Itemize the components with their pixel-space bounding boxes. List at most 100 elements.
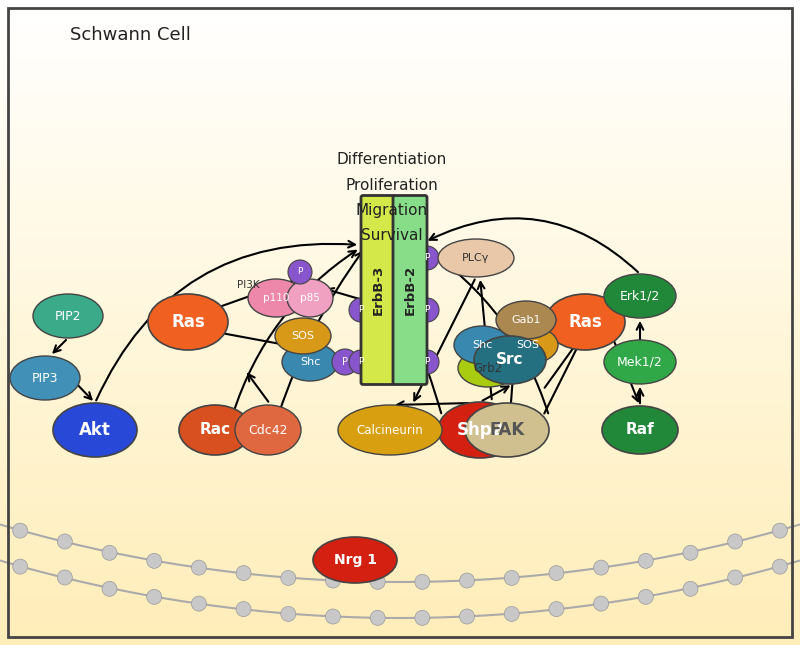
Polygon shape [0, 479, 800, 484]
Circle shape [683, 581, 698, 597]
Polygon shape [0, 371, 800, 376]
Polygon shape [0, 5, 800, 11]
Text: Cdc42: Cdc42 [248, 424, 288, 437]
Polygon shape [0, 75, 800, 81]
Polygon shape [0, 333, 800, 339]
Circle shape [638, 553, 654, 568]
Circle shape [504, 606, 519, 621]
Text: Src: Src [496, 353, 524, 368]
Polygon shape [0, 441, 800, 446]
Ellipse shape [465, 403, 549, 457]
Text: P: P [358, 357, 364, 366]
Polygon shape [0, 392, 800, 398]
Ellipse shape [282, 343, 338, 381]
Polygon shape [0, 199, 800, 204]
Polygon shape [0, 16, 800, 21]
Polygon shape [0, 274, 800, 279]
Text: SOS: SOS [517, 340, 539, 350]
Text: Ras: Ras [568, 313, 602, 331]
Polygon shape [0, 0, 800, 5]
Circle shape [772, 523, 787, 538]
Circle shape [236, 566, 251, 580]
Polygon shape [0, 188, 800, 193]
Polygon shape [0, 226, 800, 231]
Ellipse shape [602, 406, 678, 454]
Polygon shape [0, 129, 800, 134]
Polygon shape [0, 355, 800, 360]
Circle shape [191, 596, 206, 611]
Text: PIP3: PIP3 [32, 372, 58, 384]
Circle shape [772, 559, 787, 574]
Polygon shape [0, 317, 800, 322]
Polygon shape [0, 403, 800, 408]
Polygon shape [0, 285, 800, 290]
Text: Ras: Ras [171, 313, 205, 331]
Polygon shape [0, 269, 800, 274]
Polygon shape [0, 629, 800, 634]
Polygon shape [0, 366, 800, 371]
Polygon shape [0, 59, 800, 64]
Circle shape [638, 590, 654, 604]
Polygon shape [0, 457, 800, 462]
Polygon shape [0, 591, 800, 597]
Polygon shape [0, 253, 800, 258]
Polygon shape [0, 446, 800, 452]
Polygon shape [0, 150, 800, 156]
Polygon shape [0, 618, 800, 624]
Polygon shape [0, 564, 800, 570]
Polygon shape [0, 360, 800, 366]
Circle shape [13, 559, 28, 574]
Ellipse shape [313, 537, 397, 583]
Polygon shape [0, 166, 800, 172]
Circle shape [326, 609, 341, 624]
Polygon shape [0, 339, 800, 344]
Circle shape [281, 570, 296, 586]
Text: P: P [424, 253, 430, 263]
Polygon shape [0, 344, 800, 350]
Ellipse shape [148, 294, 228, 350]
Polygon shape [0, 462, 800, 468]
Circle shape [370, 610, 385, 626]
Circle shape [504, 570, 519, 586]
Circle shape [146, 553, 162, 568]
Circle shape [728, 534, 742, 549]
Polygon shape [0, 11, 800, 16]
FancyBboxPatch shape [393, 195, 427, 384]
Text: Survival: Survival [361, 228, 423, 243]
Polygon shape [0, 242, 800, 247]
Polygon shape [0, 177, 800, 183]
Circle shape [58, 534, 72, 549]
Polygon shape [0, 350, 800, 355]
Circle shape [415, 610, 430, 626]
Ellipse shape [349, 350, 373, 374]
Polygon shape [0, 215, 800, 221]
Polygon shape [0, 258, 800, 263]
Text: Akt: Akt [79, 421, 111, 439]
Polygon shape [0, 511, 800, 516]
Ellipse shape [604, 340, 676, 384]
Circle shape [459, 609, 474, 624]
Polygon shape [0, 602, 800, 608]
Circle shape [13, 523, 28, 538]
Polygon shape [0, 221, 800, 226]
Polygon shape [0, 140, 800, 145]
Text: Mek1/2: Mek1/2 [617, 355, 663, 368]
Ellipse shape [287, 279, 333, 317]
Polygon shape [0, 54, 800, 59]
Polygon shape [0, 134, 800, 140]
Polygon shape [0, 484, 800, 489]
Polygon shape [0, 172, 800, 177]
Text: Shp2: Shp2 [456, 421, 504, 439]
Circle shape [58, 570, 72, 585]
FancyBboxPatch shape [361, 195, 395, 384]
Text: p110: p110 [263, 293, 289, 303]
Polygon shape [0, 435, 800, 441]
Circle shape [102, 545, 117, 561]
Polygon shape [0, 328, 800, 333]
Polygon shape [0, 312, 800, 317]
Text: Nrg 1: Nrg 1 [334, 553, 377, 567]
Polygon shape [0, 376, 800, 382]
Text: ErbB-2: ErbB-2 [403, 265, 417, 315]
Polygon shape [0, 97, 800, 102]
Polygon shape [0, 43, 800, 48]
